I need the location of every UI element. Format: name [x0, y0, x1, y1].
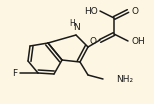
Text: N: N	[73, 24, 79, 32]
Text: NH₂: NH₂	[116, 76, 133, 84]
Text: HO: HO	[84, 6, 98, 15]
Text: F: F	[12, 69, 17, 77]
Text: OH: OH	[131, 37, 145, 46]
Text: O: O	[131, 6, 138, 15]
Text: H: H	[69, 19, 75, 27]
Text: O: O	[90, 37, 97, 46]
